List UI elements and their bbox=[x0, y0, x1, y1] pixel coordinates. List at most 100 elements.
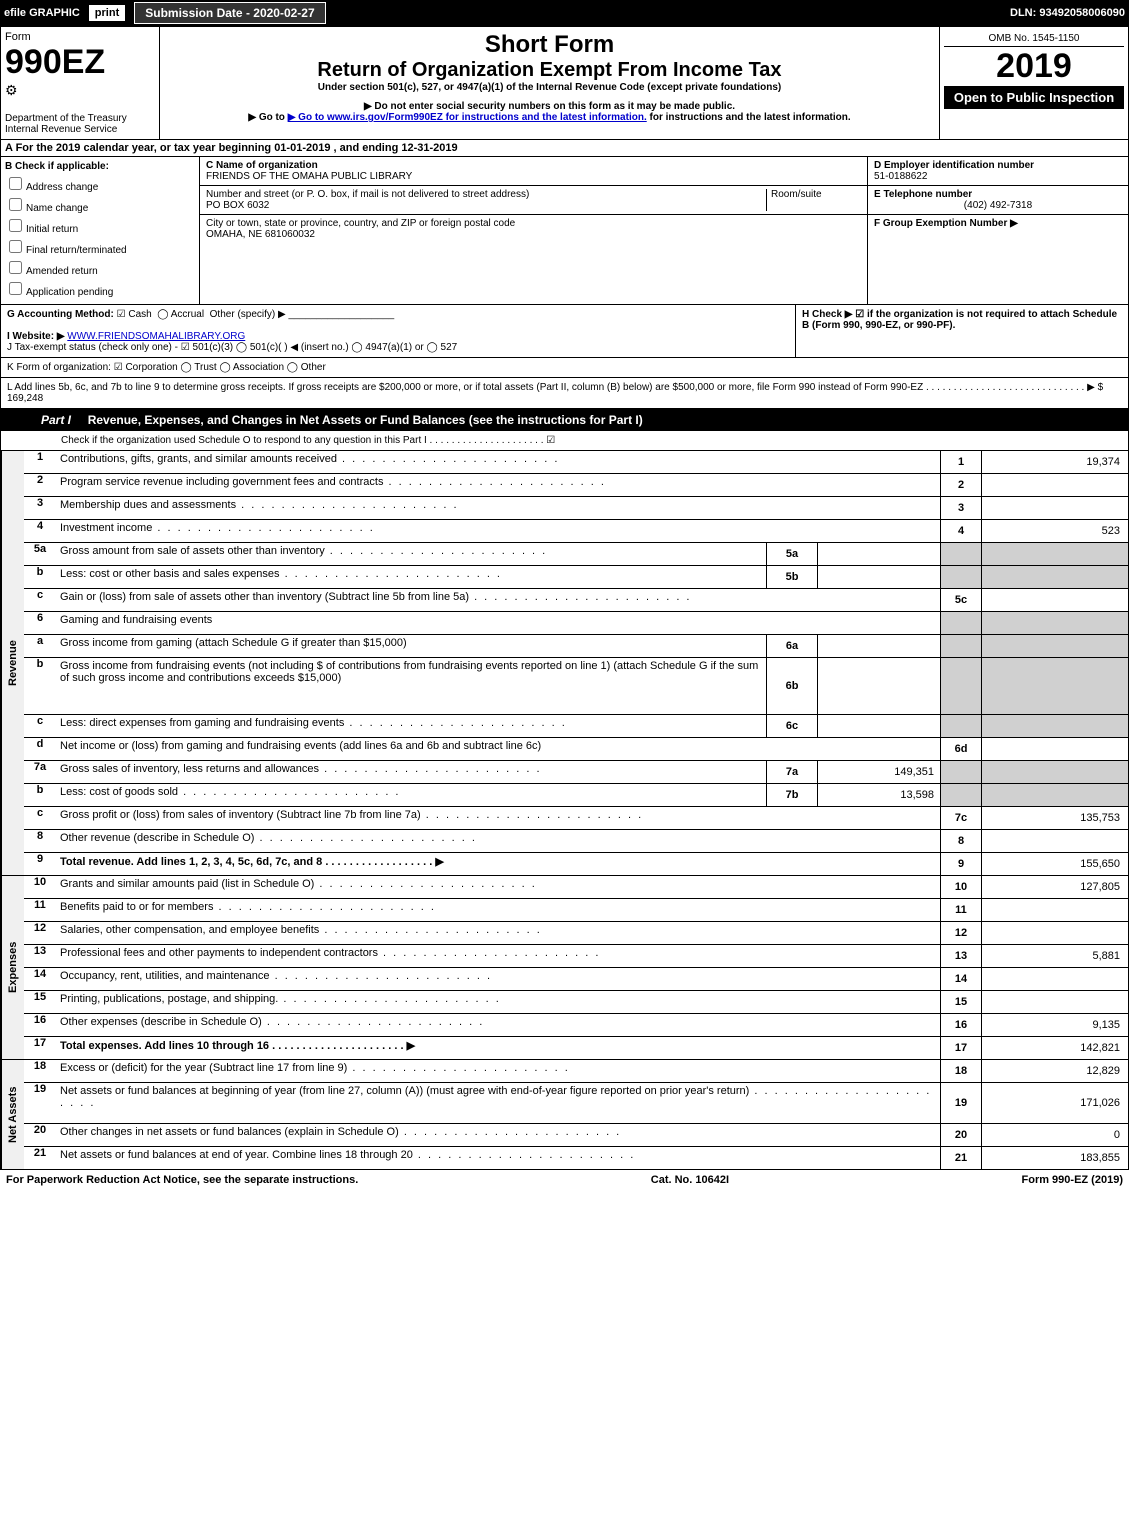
box-d-label: D Employer identification number bbox=[874, 160, 1122, 171]
line-16: Other expenses (describe in Schedule O) bbox=[56, 1014, 940, 1036]
line-2: Program service revenue including govern… bbox=[56, 474, 940, 496]
val-10: 127,805 bbox=[981, 876, 1128, 898]
line-5b: Less: cost or other basis and sales expe… bbox=[56, 566, 766, 588]
efile-label: efile GRAPHIC bbox=[4, 7, 80, 19]
val-20: 0 bbox=[981, 1124, 1128, 1146]
val-7c: 135,753 bbox=[981, 807, 1128, 829]
chk-name-change[interactable]: Name change bbox=[5, 195, 195, 214]
val-13: 5,881 bbox=[981, 945, 1128, 967]
val-4: 523 bbox=[981, 520, 1128, 542]
box-e-label: E Telephone number bbox=[874, 189, 1122, 200]
line-1: Contributions, gifts, grants, and simila… bbox=[56, 451, 940, 473]
expenses-sidebar: Expenses bbox=[1, 876, 24, 1059]
expenses-section: Expenses 10Grants and similar amounts pa… bbox=[0, 876, 1129, 1060]
form-header: Form 990EZ ⚙ Department of the Treasury … bbox=[0, 26, 1129, 140]
top-bar: efile GRAPHIC print Submission Date - 20… bbox=[0, 0, 1129, 26]
part1-label: Part I bbox=[41, 413, 71, 427]
ein-value: 51-0188622 bbox=[874, 171, 1122, 182]
val-11 bbox=[981, 899, 1128, 921]
chk-cash[interactable]: ☑ bbox=[117, 309, 126, 320]
form-label: Form bbox=[5, 31, 155, 43]
print-button[interactable]: print bbox=[88, 4, 126, 22]
under-section: Under section 501(c), 527, or 4947(a)(1)… bbox=[164, 82, 935, 93]
line-11: Benefits paid to or for members bbox=[56, 899, 940, 921]
line-5a: Gross amount from sale of assets other t… bbox=[56, 543, 766, 565]
line-9: Total revenue. Add lines 1, 2, 3, 4, 5c,… bbox=[56, 853, 940, 875]
chk-address-change[interactable]: Address change bbox=[5, 174, 195, 193]
line-21: Net assets or fund balances at end of ye… bbox=[56, 1147, 940, 1169]
val-8 bbox=[981, 830, 1128, 852]
website-link[interactable]: WWW.FRIENDSOMAHALIBRARY.ORG bbox=[67, 331, 245, 342]
goto-link[interactable]: ▶ Go to ▶ Go to www.irs.gov/Form990EZ fo… bbox=[164, 112, 935, 123]
line-7c: Gross profit or (loss) from sales of inv… bbox=[56, 807, 940, 829]
val-12 bbox=[981, 922, 1128, 944]
dln-label: DLN: 93492058006090 bbox=[1010, 7, 1125, 19]
val-17: 142,821 bbox=[981, 1037, 1128, 1059]
line-8: Other revenue (describe in Schedule O) bbox=[56, 830, 940, 852]
val-14 bbox=[981, 968, 1128, 990]
box-g-label: G Accounting Method: bbox=[7, 309, 114, 320]
line-6: Gaming and fundraising events bbox=[56, 612, 940, 634]
part1-header: Part I Revenue, Expenses, and Changes in… bbox=[0, 409, 1129, 431]
chk-application-pending[interactable]: Application pending bbox=[5, 279, 195, 298]
line-6c: Less: direct expenses from gaming and fu… bbox=[56, 715, 766, 737]
val-7b: 13,598 bbox=[817, 784, 940, 806]
irs-label: Internal Revenue Service bbox=[5, 124, 155, 135]
line-6b: Gross income from fundraising events (no… bbox=[56, 658, 766, 714]
line-3: Membership dues and assessments bbox=[56, 497, 940, 519]
line-12: Salaries, other compensation, and employ… bbox=[56, 922, 940, 944]
section-a: A For the 2019 calendar year, or tax yea… bbox=[0, 140, 1129, 157]
line-7a: Gross sales of inventory, less returns a… bbox=[56, 761, 766, 783]
org-name: FRIENDS OF THE OMAHA PUBLIC LIBRARY bbox=[206, 171, 861, 182]
net-assets-section: Net Assets 18Excess or (deficit) for the… bbox=[0, 1060, 1129, 1170]
line-10: Grants and similar amounts paid (list in… bbox=[56, 876, 940, 898]
pra-notice: For Paperwork Reduction Act Notice, see … bbox=[6, 1174, 358, 1186]
phone-value: (402) 492-7318 bbox=[874, 200, 1122, 211]
open-to-public: Open to Public Inspection bbox=[944, 86, 1124, 109]
val-6d bbox=[981, 738, 1128, 760]
form-footer: Form 990-EZ (2019) bbox=[1022, 1174, 1123, 1186]
chk-final-return[interactable]: Final return/terminated bbox=[5, 237, 195, 256]
val-18: 12,829 bbox=[981, 1060, 1128, 1082]
street-label: Number and street (or P. O. box, if mail… bbox=[206, 189, 529, 200]
no-ssn-note: ▶ Do not enter social security numbers o… bbox=[164, 101, 935, 112]
revenue-section: Revenue 1Contributions, gifts, grants, a… bbox=[0, 451, 1129, 876]
val-15 bbox=[981, 991, 1128, 1013]
val-19: 171,026 bbox=[981, 1083, 1128, 1123]
val-5c bbox=[981, 589, 1128, 611]
return-title: Return of Organization Exempt From Incom… bbox=[164, 59, 935, 82]
chk-initial-return[interactable]: Initial return bbox=[5, 216, 195, 235]
box-k: K Form of organization: ☑ Corporation ◯ … bbox=[0, 358, 1129, 378]
line-17: Total expenses. Add lines 10 through 16 … bbox=[56, 1037, 940, 1059]
city-label: City or town, state or province, country… bbox=[206, 218, 515, 229]
box-h: H Check ▶ ☑ if the organization is not r… bbox=[802, 309, 1117, 331]
line-13: Professional fees and other payments to … bbox=[56, 945, 940, 967]
chk-accrual[interactable]: ◯ bbox=[157, 309, 168, 320]
box-b-label: B Check if applicable: bbox=[5, 161, 195, 172]
part1-title: Revenue, Expenses, and Changes in Net As… bbox=[88, 413, 643, 427]
box-i-label: I Website: ▶ bbox=[7, 331, 65, 342]
line-15: Printing, publications, postage, and shi… bbox=[56, 991, 940, 1013]
val-9: 155,650 bbox=[981, 853, 1128, 875]
room-suite-label: Room/suite bbox=[766, 189, 861, 211]
val-1: 19,374 bbox=[981, 451, 1128, 473]
tax-year: 2019 bbox=[944, 47, 1124, 86]
row-g-h: G Accounting Method: ☑ Cash ◯ Accrual Ot… bbox=[0, 305, 1129, 358]
val-21: 183,855 bbox=[981, 1147, 1128, 1169]
city-value: OMAHA, NE 681060032 bbox=[206, 229, 315, 240]
val-3 bbox=[981, 497, 1128, 519]
val-7a: 149,351 bbox=[817, 761, 940, 783]
box-l: L Add lines 5b, 6c, and 7b to line 9 to … bbox=[0, 378, 1129, 409]
line-5c: Gain or (loss) from sale of assets other… bbox=[56, 589, 940, 611]
line-19: Net assets or fund balances at beginning… bbox=[56, 1083, 940, 1123]
omb-number: OMB No. 1545-1150 bbox=[944, 31, 1124, 47]
line-6a: Gross income from gaming (attach Schedul… bbox=[56, 635, 766, 657]
cat-number: Cat. No. 10642I bbox=[651, 1174, 729, 1186]
dept-treasury: Department of the Treasury bbox=[5, 113, 155, 124]
line-14: Occupancy, rent, utilities, and maintena… bbox=[56, 968, 940, 990]
revenue-sidebar: Revenue bbox=[1, 451, 24, 875]
chk-amended-return[interactable]: Amended return bbox=[5, 258, 195, 277]
form-number: 990EZ bbox=[5, 43, 155, 82]
val-2 bbox=[981, 474, 1128, 496]
page-footer: For Paperwork Reduction Act Notice, see … bbox=[0, 1170, 1129, 1190]
